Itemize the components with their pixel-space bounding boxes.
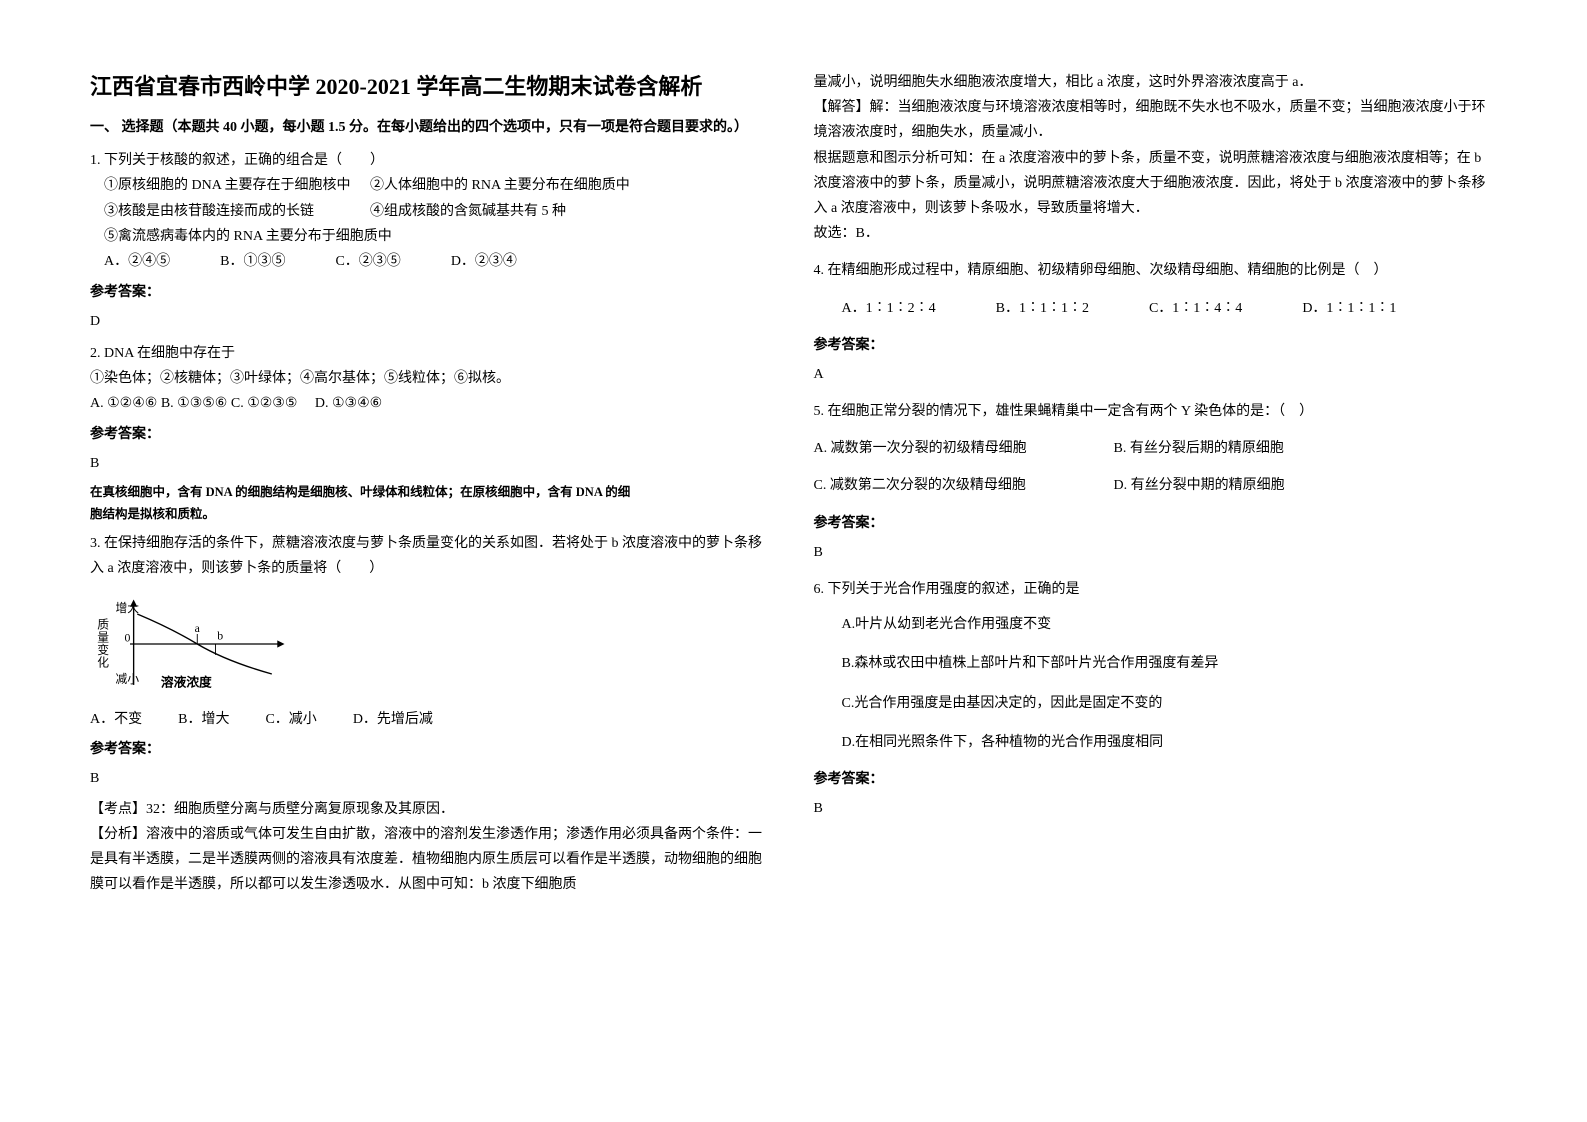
answer-label: 参考答案： — [90, 737, 774, 762]
q2-items: ①染色体；②核糖体；③叶绿体；④高尔基体；⑤线粒体；⑥拟核。 — [90, 366, 774, 391]
zero-label: 0 — [125, 631, 131, 645]
q3-note-fenxi: 【分析】溶液中的溶质或气体可发生自由扩散，溶液中的溶剂发生渗透作用；渗透作用必须… — [90, 822, 774, 898]
x-label: 溶液浓度 — [161, 675, 212, 690]
q1-item5: ⑤禽流感病毒体内的 RNA 主要分布于细胞质中 — [90, 224, 774, 249]
q4-optC: C．1∶1∶4∶4 — [1149, 296, 1242, 321]
q2-answer: B — [90, 451, 774, 476]
question-5: 5. 在细胞正常分裂的情况下，雄性果蝇精巢中一定含有两个 Y 染色体的是：（ ）… — [814, 399, 1498, 499]
answer-label: 参考答案： — [814, 511, 1498, 536]
q1-answer: D — [90, 309, 774, 334]
q5-optB: B. 有丝分裂后期的精原细胞 — [1114, 436, 1284, 461]
q5-optC: C. 减数第二次分裂的次级精母细胞 — [814, 473, 1114, 498]
q3-answer: B — [90, 766, 774, 791]
question-3: 3. 在保持细胞存活的条件下，蔗糖溶液浓度与萝卜条质量变化的关系如图．若将处于 … — [90, 531, 774, 581]
answer-label: 参考答案： — [90, 422, 774, 447]
q5-optA: A. 减数第一次分裂的初级精母细胞 — [814, 436, 1114, 461]
question-6: 6. 下列关于光合作用强度的叙述，正确的是 A.叶片从幼到老光合作用强度不变 B… — [814, 577, 1498, 755]
q6-optD: D.在相同光照条件下，各种植物的光合作用强度相同 — [814, 730, 1498, 755]
q1-item4: ④组成核酸的含氮碱基共有 5 种 — [370, 199, 566, 224]
q2-stem: 2. DNA 在细胞中存在于 — [90, 341, 774, 366]
document-title: 江西省宜春市西岭中学 2020-2021 学年高二生物期末试卷含解析 — [90, 70, 774, 103]
question-4: 4. 在精细胞形成过程中，精原细胞、初级精卵母细胞、次级精母细胞、精细胞的比例是… — [814, 258, 1498, 320]
q6-optC: C.光合作用强度是由基因决定的，因此是固定不变的 — [814, 691, 1498, 716]
q1-optC: C．②③⑤ — [335, 249, 400, 274]
q4-optB: B．1∶1∶1∶2 — [996, 296, 1089, 321]
x-axis-arrow — [277, 641, 284, 648]
q3-note-kaodian: 【考点】32：细胞质壁分离与质壁分离复原现象及其原因． — [90, 797, 774, 822]
q1-optA: A．②④⑤ — [104, 249, 170, 274]
q3-stem: 3. 在保持细胞存活的条件下，蔗糖溶液浓度与萝卜条质量变化的关系如图．若将处于 … — [90, 531, 774, 581]
q4-answer: A — [814, 362, 1498, 387]
y-top-label: 增大 — [115, 601, 139, 615]
q3-cont-p1: 量减小，说明细胞失水细胞液浓度增大，相比 a 浓度，这时外界溶液浓度高于 a． — [814, 70, 1498, 95]
q5-answer: B — [814, 540, 1498, 565]
section-heading: 一、 选择题（本题共 40 小题，每小题 1.5 分。在每小题给出的四个选项中，… — [90, 115, 774, 140]
q1-item1: ①原核细胞的 DNA 主要存在于细胞核中 — [90, 173, 370, 198]
right-column: 量减小，说明细胞失水细胞液浓度增大，相比 a 浓度，这时外界溶液浓度高于 a． … — [814, 70, 1498, 1052]
q3-optA: A．不变 — [90, 707, 142, 732]
q5-optD: D. 有丝分裂中期的精原细胞 — [1114, 473, 1285, 498]
q6-stem: 6. 下列关于光合作用强度的叙述，正确的是 — [814, 577, 1498, 602]
answer-label: 参考答案： — [814, 767, 1498, 792]
q3-chart: 质 量 变 化 a b 增大 减小 0 溶液浓度 — [90, 589, 774, 699]
q4-stem: 4. 在精细胞形成过程中，精原细胞、初级精卵母细胞、次级精母细胞、精细胞的比例是… — [814, 258, 1498, 283]
q3-cont-p2: 【解答】解：当细胞液浓度与环境溶液浓度相等时，细胞既不失水也不吸水，质量不变；当… — [814, 95, 1498, 145]
q1-optB: B．①③⑤ — [220, 249, 285, 274]
q2-options: A. ①②④⑥ B. ①③⑤⑥ C. ①②③⑤ D. ①③④⑥ — [90, 391, 774, 416]
q3-cont-p3: 根据题意和图示分析可知：在 a 浓度溶液中的萝卜条，质量不变，说明蔗糖溶液浓度与… — [814, 146, 1498, 222]
q6-answer: B — [814, 796, 1498, 821]
left-column: 江西省宜春市西岭中学 2020-2021 学年高二生物期末试卷含解析 一、 选择… — [90, 70, 774, 1052]
question-1: 1. 下列关于核酸的叙述，正确的组合是（ ） ①原核细胞的 DNA 主要存在于细… — [90, 148, 774, 274]
q4-optD: D．1∶1∶1∶1 — [1302, 296, 1396, 321]
question-2: 2. DNA 在细胞中存在于 ①染色体；②核糖体；③叶绿体；④高尔基体；⑤线粒体… — [90, 341, 774, 417]
q1-item2: ②人体细胞中的 RNA 主要分布在细胞质中 — [370, 173, 630, 198]
label-a: a — [195, 621, 201, 635]
q3-optD: D．先增后减 — [353, 707, 433, 732]
y-bot-label: 减小 — [115, 672, 139, 686]
q1-optD: D．②③④ — [451, 249, 517, 274]
q5-stem: 5. 在细胞正常分裂的情况下，雄性果蝇精巢中一定含有两个 Y 染色体的是：（ ） — [814, 399, 1498, 424]
label-b: b — [217, 629, 223, 643]
q3-options: A．不变 B．增大 C．减小 D．先增后减 — [90, 707, 774, 732]
q1-item3: ③核酸是由核苷酸连接而成的长链 — [90, 199, 370, 224]
q1-stem: 1. 下列关于核酸的叙述，正确的组合是（ ） — [90, 148, 774, 173]
q3-cont-p4: 故选：B． — [814, 221, 1498, 246]
ylabel-char: 化 — [97, 656, 109, 670]
q4-optA: A．1∶1∶2∶4 — [842, 296, 936, 321]
answer-label: 参考答案： — [814, 333, 1498, 358]
q3-optC: C．减小 — [265, 707, 316, 732]
q2-note2: 胞结构是拟核和质粒。 — [90, 504, 774, 525]
q6-optB: B.森林或农田中植株上部叶片和下部叶片光合作用强度有差异 — [814, 651, 1498, 676]
q6-optA: A.叶片从幼到老光合作用强度不变 — [814, 612, 1498, 637]
q3-optB: B．增大 — [178, 707, 229, 732]
q2-note1: 在真核细胞中，含有 DNA 的细胞结构是细胞核、叶绿体和线粒体；在原核细胞中，含… — [90, 482, 774, 503]
answer-label: 参考答案： — [90, 280, 774, 305]
